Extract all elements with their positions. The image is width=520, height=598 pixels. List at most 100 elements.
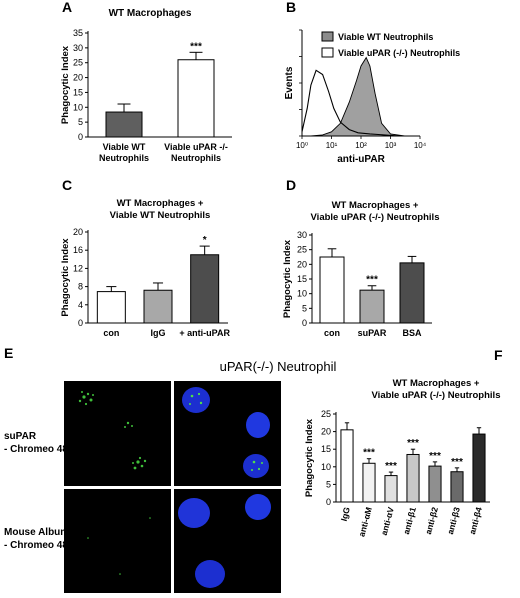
histogram-wt xyxy=(302,56,420,137)
significance-label: *** xyxy=(366,275,378,286)
merge-green-speckles xyxy=(189,392,263,471)
y-tick-label: 20 xyxy=(321,427,331,437)
x-tick-label: 10³ xyxy=(385,141,397,150)
legend-swatch xyxy=(321,31,334,42)
panel-label-f: F xyxy=(494,347,503,363)
chart-title: Viable uPAR (-/-) Neutrophils xyxy=(372,390,501,401)
significance-label: * xyxy=(203,235,207,246)
panel-e-title: uPAR(-/-) Neutrophil xyxy=(220,359,337,374)
y-tick-label: 16 xyxy=(73,245,83,255)
bar xyxy=(105,111,143,138)
y-tick-label: 8 xyxy=(78,282,83,292)
chart-title: WT Macrophages + xyxy=(117,198,204,209)
panel-label-d: D xyxy=(286,177,296,193)
significance-label: *** xyxy=(429,451,441,462)
y-tick-label: 20 xyxy=(73,227,83,237)
x-tick-label: con xyxy=(324,328,340,338)
row1-label-sub: - Chromeo 488 xyxy=(4,444,74,455)
y-tick-label: 20 xyxy=(73,73,83,83)
y-tick-label: 30 xyxy=(297,230,307,240)
y-tick-label: 35 xyxy=(73,28,83,38)
green-cells xyxy=(78,391,151,575)
y-tick-label: 12 xyxy=(73,263,83,273)
chart-title: Viable WT Neutrophils xyxy=(110,210,211,221)
y-tick-label: 20 xyxy=(297,259,307,269)
x-tick-label: 10⁰ xyxy=(296,141,308,150)
x-tick-label: IgG xyxy=(339,506,352,523)
panel-label-a: A xyxy=(62,0,72,15)
y-tick-label: 25 xyxy=(321,409,331,419)
row2-label: Mouse Albumin xyxy=(4,527,78,538)
legend-label: Viable WT Neutrophils xyxy=(338,32,433,42)
y-axis-label: Phagocytic Index xyxy=(304,418,315,497)
row1-label: suPAR xyxy=(4,431,37,442)
bar xyxy=(450,471,464,503)
x-tick-label: BSA xyxy=(402,328,422,338)
bar xyxy=(190,254,220,324)
chart-c: WT Macrophages +Viable WT Neutrophils Pha… xyxy=(60,198,230,338)
bar xyxy=(384,475,398,503)
significance-label: *** xyxy=(385,461,397,472)
bar xyxy=(143,289,173,324)
x-tick-label: anti-β2 xyxy=(423,506,440,536)
y-tick-label: 4 xyxy=(78,300,83,310)
x-tick-label: anti-αM xyxy=(356,506,373,538)
x-tick-label: 10⁴ xyxy=(414,141,427,150)
bar xyxy=(472,433,486,503)
panel-label-c: C xyxy=(62,177,72,193)
y-tick-label: 0 xyxy=(78,132,83,142)
y-tick-label: 10 xyxy=(321,462,331,472)
micrograph-suPAR-green xyxy=(64,381,171,486)
y-tick-label: 15 xyxy=(73,87,83,97)
panel-label-b: B xyxy=(286,0,296,15)
blue-nuclei xyxy=(178,387,271,588)
y-tick-label: 0 xyxy=(326,497,331,507)
y-axis-label: Phagocytic Index xyxy=(282,239,293,318)
x-tick-label: IgG xyxy=(151,328,166,338)
bar xyxy=(362,462,376,503)
x-tick-label: + anti-uPAR xyxy=(179,328,230,338)
legend-label: Viable uPAR (-/-) Neutrophils xyxy=(338,48,460,58)
y-axis-label: Phagocytic Index xyxy=(60,238,71,317)
y-axis-label: Phagocytic Index xyxy=(60,45,71,124)
chart-title: WT Macrophages xyxy=(109,8,192,19)
legend-swatch xyxy=(321,47,334,58)
bar xyxy=(406,453,420,503)
y-tick-label: 5 xyxy=(302,303,307,313)
chart-title: WT Macrophages + xyxy=(332,200,419,211)
x-tick-label: con xyxy=(103,328,119,338)
y-tick-label: 5 xyxy=(78,117,83,127)
bar xyxy=(399,262,425,324)
x-tick-label: Viable uPAR -/- xyxy=(164,142,228,152)
x-axis-label: anti-uPAR xyxy=(337,154,385,165)
chart-title: Viable uPAR (-/-) Neutrophils xyxy=(311,212,440,223)
histogram-upar-ko xyxy=(301,69,420,137)
row2-label-sub: - Chromeo 488 xyxy=(4,540,74,551)
x-tick-label: anti-β3 xyxy=(445,506,462,536)
micrograph-albumin-green xyxy=(64,489,171,593)
y-tick-label: 5 xyxy=(326,479,331,489)
x-tick-label: Viable WT xyxy=(103,142,146,152)
chart-f: WT Macrophages +Viable uPAR (-/-) Neutro… xyxy=(304,378,500,538)
y-tick-label: 10 xyxy=(73,102,83,112)
bar xyxy=(428,465,442,503)
chart-a: WT Macrophages Phagocytic Index 0 5 10 15 20 25… xyxy=(60,8,232,163)
bar xyxy=(96,291,126,324)
y-tick-label: 10 xyxy=(297,289,307,299)
significance-label: *** xyxy=(407,438,419,449)
x-tick-label: anti-β4 xyxy=(467,506,484,536)
chart-b: 10⁰ 10¹ 10² 10³ 10⁴ anti-uPAR Events Viable WT … xyxy=(284,29,460,165)
y-tick-label: 0 xyxy=(78,318,83,328)
x-tick-label: anti-αV xyxy=(379,506,396,537)
panel-e-microscopy: uPAR(-/-) Neutrophil suPAR - Chromeo 488… xyxy=(4,359,337,593)
significance-label: *** xyxy=(190,41,202,52)
bar xyxy=(340,429,354,503)
y-tick-label: 25 xyxy=(297,245,307,255)
y-tick-label: 25 xyxy=(73,58,83,68)
y-tick-label: 30 xyxy=(73,43,83,53)
significance-label: *** xyxy=(451,457,463,468)
x-tick-label: Neutrophils xyxy=(99,153,149,163)
y-tick-label: 15 xyxy=(321,444,331,454)
significance-label: *** xyxy=(363,448,375,459)
